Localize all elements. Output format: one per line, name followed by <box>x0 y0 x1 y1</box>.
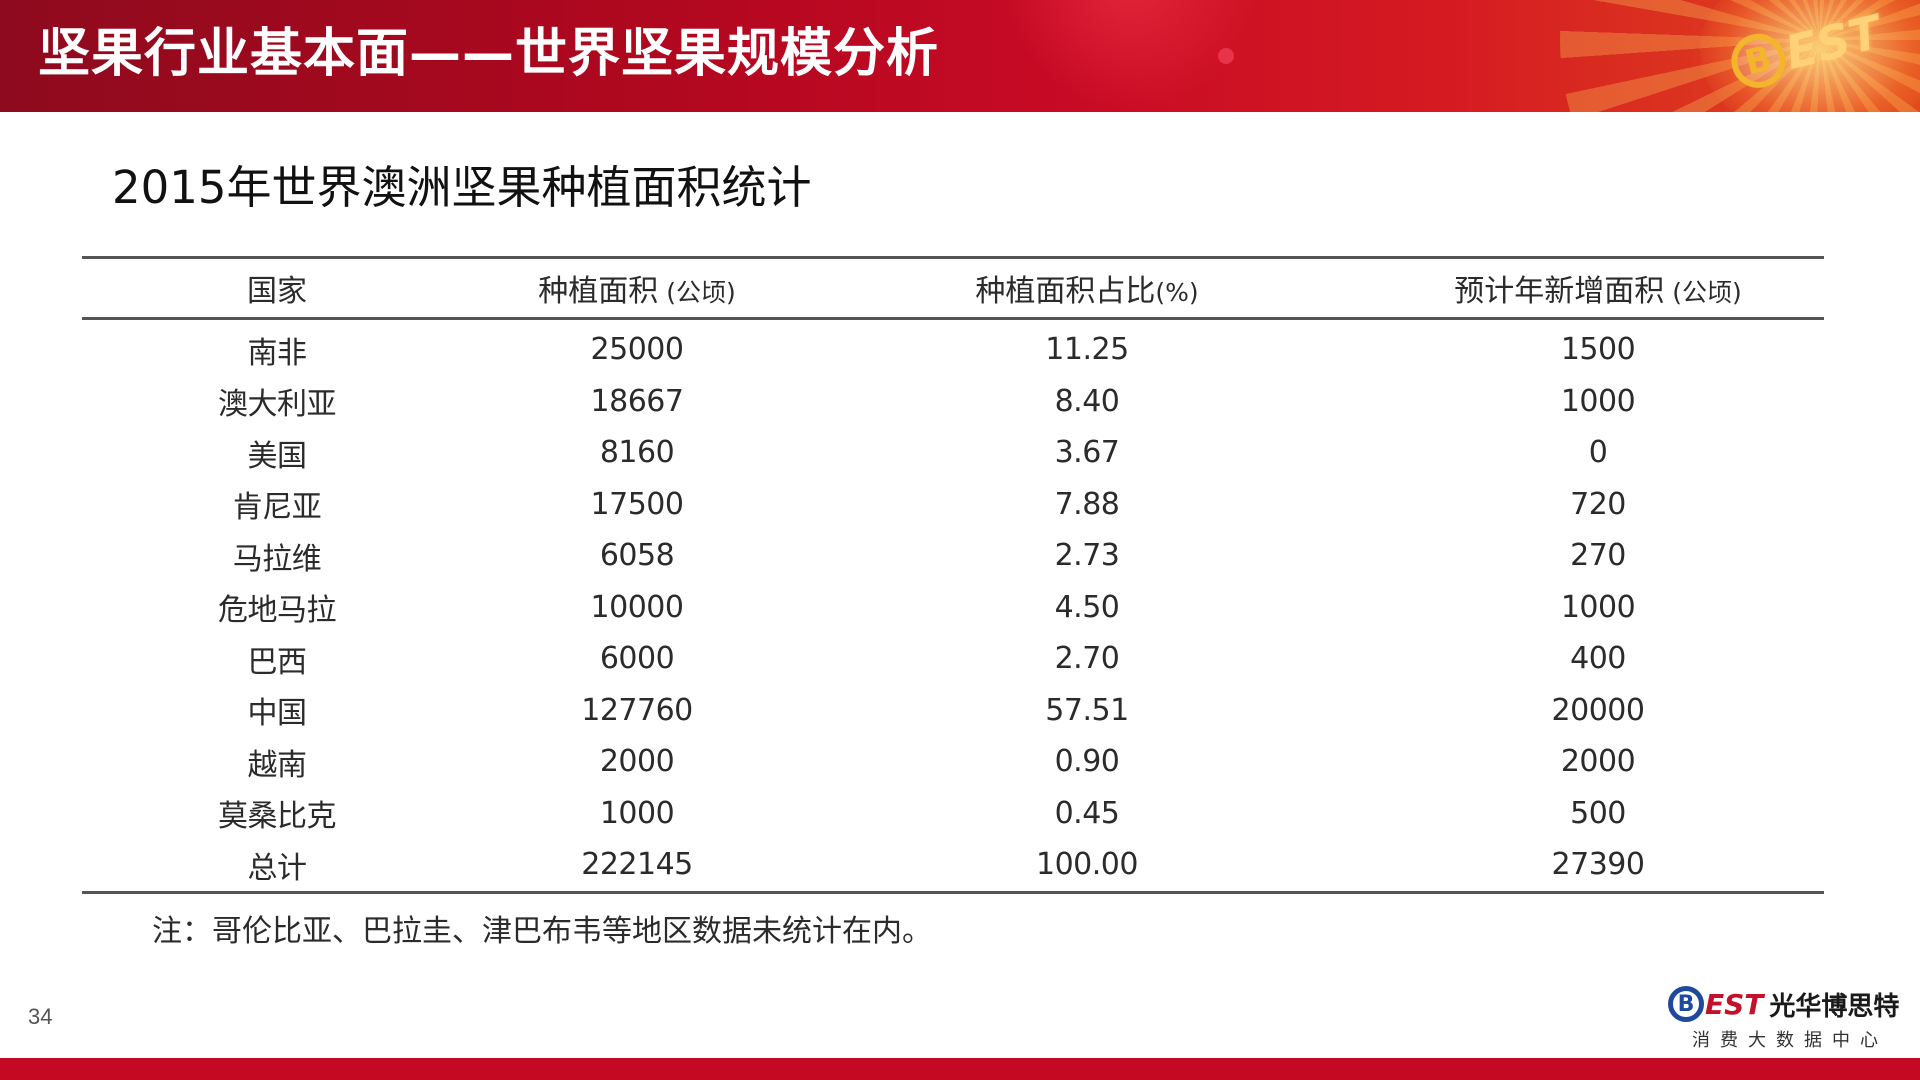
table-row: 美国 8160 3.67 0 <box>82 427 1824 479</box>
table-row: 南非 25000 11.25 1500 <box>82 319 1824 376</box>
cell-area-share: 3.67 <box>1054 435 1120 471</box>
table-row: 巴西 6000 2.70 400 <box>82 633 1824 685</box>
banner-dot <box>1218 48 1234 64</box>
table-header-row: 国家 种植面积 (公顷) 种植面积占比(%) 预计年新增面积 (公顷) <box>82 256 1824 320</box>
table-row: 马拉维 6058 2.73 270 <box>82 530 1824 582</box>
cell-area-share: 4.50 <box>1054 589 1120 625</box>
table-row: 澳大利亚 18667 8.40 1000 <box>82 376 1824 428</box>
cell-area-share: 11.25 <box>1045 332 1129 368</box>
cell-country: 总计 <box>82 839 472 894</box>
cell-planting-area: 6000 <box>599 641 675 677</box>
header-annual-new-area: 预计年新增面积 (公顷) <box>1372 256 1824 320</box>
table-total-row: 总计 222145 100.00 27390 <box>82 839 1824 894</box>
page-title: 坚果行业基本面——世界坚果规模分析 <box>38 24 940 84</box>
cell-area-share: 2.70 <box>1054 641 1120 677</box>
cell-planting-area: 17500 <box>590 486 684 522</box>
table-row: 肯尼亚 17500 7.88 720 <box>82 479 1824 531</box>
planting-area-table: 国家 种植面积 (公顷) 种植面积占比(%) 预计年新增面积 (公顷) 南非 25… <box>82 256 1824 894</box>
header-planting-area: 种植面积 (公顷) <box>472 256 802 320</box>
footer-logo-est-text: EST <box>1705 987 1764 1021</box>
footer-company-name: 光华博思特 <box>1769 991 1900 1022</box>
banner-sunburst-core <box>1700 0 1920 112</box>
cell-country: 澳大利亚 <box>218 387 337 423</box>
cell-country: 美国 <box>247 438 308 474</box>
cell-annual-new-area: 1000 <box>1560 589 1636 625</box>
cell-planting-area: 2000 <box>599 744 675 780</box>
cell-planting-area: 25000 <box>590 332 684 368</box>
cell-planting-area: 10000 <box>590 589 684 625</box>
cell-area-share: 0.90 <box>1054 744 1120 780</box>
cell-country: 越南 <box>247 747 308 783</box>
cell-country: 莫桑比克 <box>218 799 337 835</box>
cell-planting-area: 18667 <box>590 383 684 419</box>
cell-area-share: 100.00 <box>802 839 1372 894</box>
cell-planting-area: 1000 <box>599 795 675 831</box>
slide-subtitle: 2015年世界澳洲坚果种植面积统计 <box>112 161 812 214</box>
header-area-share: 种植面积占比(%) <box>802 256 1372 320</box>
footer-logo-b-mark: B <box>1668 986 1704 1022</box>
cell-planting-area: 6058 <box>599 538 675 574</box>
table-note: 注：哥伦比亚、巴拉圭、津巴布韦等地区数据未统计在内。 <box>152 914 932 949</box>
page-number: 34 <box>28 1004 53 1029</box>
cell-annual-new-area: 0 <box>1588 435 1608 471</box>
cell-annual-new-area: 20000 <box>1551 692 1645 728</box>
cell-annual-new-area: 270 <box>1570 538 1626 574</box>
cell-area-share: 57.51 <box>1045 692 1129 728</box>
table-row: 越南 2000 0.90 2000 <box>82 736 1824 788</box>
table-row: 莫桑比克 1000 0.45 500 <box>82 788 1824 840</box>
cell-area-share: 2.73 <box>1054 538 1120 574</box>
footer-tagline: 消费大数据中心 <box>1692 1030 1888 1051</box>
best-logo-footer: B EST 光华博思特 消费大数据中心 <box>1668 984 1908 1051</box>
cell-annual-new-area: 27390 <box>1372 839 1824 894</box>
cell-annual-new-area: 2000 <box>1560 744 1636 780</box>
cell-planting-area: 127760 <box>581 692 693 728</box>
cell-country: 马拉维 <box>232 541 322 577</box>
header-country: 国家 <box>82 256 472 320</box>
cell-country: 巴西 <box>247 644 308 680</box>
cell-annual-new-area: 400 <box>1570 641 1626 677</box>
header-banner: 坚果行业基本面——世界坚果规模分析 B EST <box>0 0 1920 112</box>
cell-annual-new-area: 1000 <box>1560 383 1636 419</box>
table-row: 危地马拉 10000 4.50 1000 <box>82 582 1824 634</box>
cell-area-share: 8.40 <box>1054 383 1120 419</box>
cell-annual-new-area: 1500 <box>1560 332 1636 368</box>
cell-area-share: 7.88 <box>1054 486 1120 522</box>
bottom-red-bar <box>0 1058 1920 1080</box>
cell-planting-area: 222145 <box>472 839 802 894</box>
cell-annual-new-area: 720 <box>1570 486 1626 522</box>
table-row: 中国 127760 57.51 20000 <box>82 685 1824 737</box>
cell-area-share: 0.45 <box>1054 795 1120 831</box>
cell-planting-area: 8160 <box>599 435 675 471</box>
cell-annual-new-area: 500 <box>1570 795 1626 831</box>
cell-country: 南非 <box>247 335 308 371</box>
cell-country: 危地马拉 <box>218 593 337 629</box>
cell-country: 中国 <box>247 696 308 732</box>
cell-country: 肯尼亚 <box>232 490 322 526</box>
